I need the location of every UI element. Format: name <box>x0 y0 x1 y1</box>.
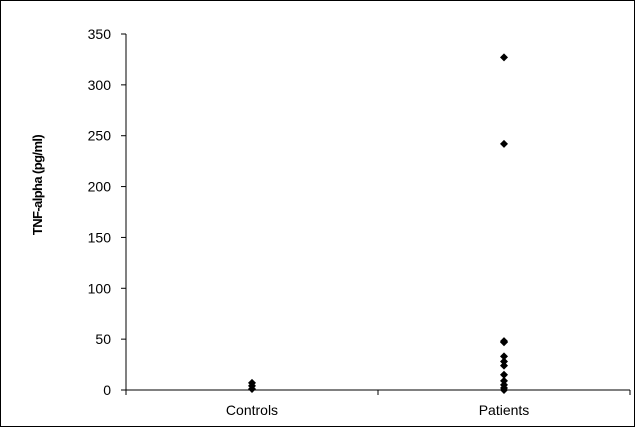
data-point-patients <box>500 352 508 361</box>
x-axis-ticks: Controls Patients <box>125 390 631 418</box>
axes <box>125 34 630 391</box>
y-tick-label: 350 <box>88 26 112 42</box>
data-point-patients <box>500 370 508 379</box>
y-tick-label: 250 <box>88 128 112 144</box>
y-tick-label: 300 <box>88 77 112 93</box>
y-tick-label: 0 <box>103 382 111 398</box>
data-point-patients <box>500 361 508 370</box>
x-tick-label: Controls <box>226 402 278 418</box>
data-point-patients <box>500 386 508 394</box>
data-point-controls <box>248 384 256 393</box>
y-tick-label: 150 <box>88 229 112 245</box>
data-point-patients <box>500 338 508 347</box>
data-point-patients <box>500 139 508 148</box>
data-point-patients <box>500 53 508 62</box>
y-tick-label: 200 <box>88 179 112 195</box>
y-axis-title: TNF-alpha (pg/ml) <box>30 135 45 236</box>
x-tick-label: Patients <box>479 402 530 418</box>
y-tick-label: 100 <box>88 280 112 296</box>
y-tick-label: 50 <box>95 331 111 347</box>
y-axis-ticks: 0 50 100 150 200 250 300 350 <box>88 26 126 398</box>
data-point-patients <box>500 376 508 385</box>
data-point-patients <box>500 357 508 366</box>
data-points <box>248 53 508 394</box>
